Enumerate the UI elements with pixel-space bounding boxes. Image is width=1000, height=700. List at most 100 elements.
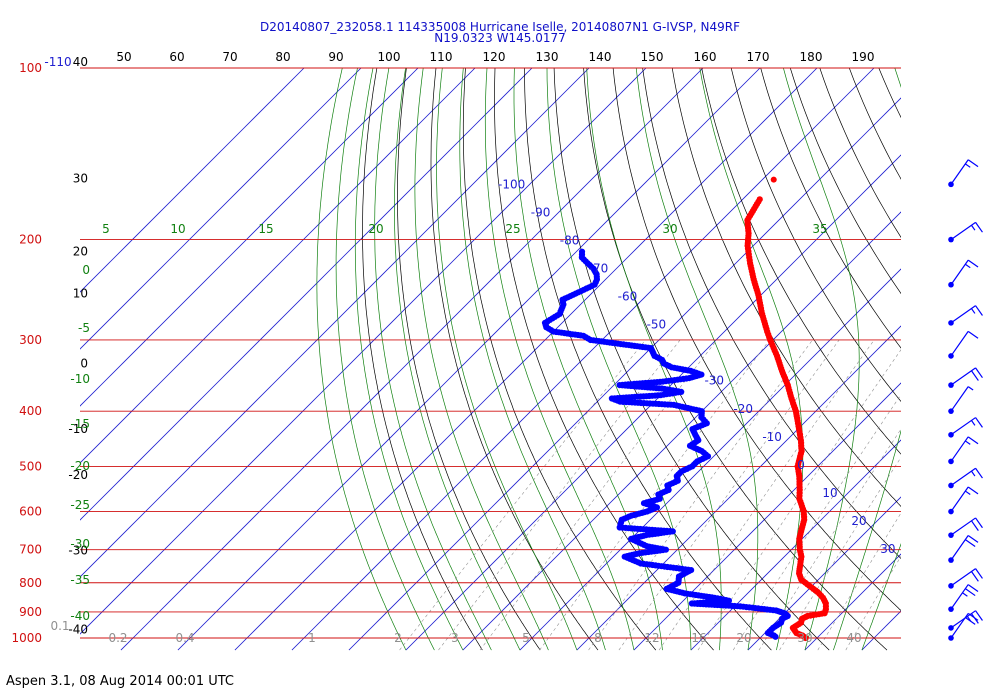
isotherm-line: [177, 68, 761, 651]
isotherm-label: -60: [618, 290, 638, 304]
wind-barb-staff: [950, 584, 969, 610]
moist-adiabat-line: [335, 68, 435, 651]
wind-barb: [948, 517, 983, 538]
isotherm-line: [576, 325, 901, 651]
altitude-label: -10: [68, 422, 88, 436]
moist-adiabat-line: [354, 68, 464, 651]
moist-adiabat-line: [833, 68, 901, 651]
isotherm-label: 20: [851, 514, 866, 528]
isotherm-label: -100: [498, 177, 525, 191]
moist-adiabat-line: [699, 68, 804, 651]
isotherm-line: [80, 68, 590, 578]
wind-barb-flag: [970, 520, 979, 531]
isotherm-line: [80, 68, 362, 350]
temperature-point: [756, 196, 763, 203]
wind-barb-staff: [950, 436, 969, 462]
moist-adiabat-line: [783, 68, 860, 651]
dry-adiabat-line: [553, 68, 830, 651]
mixing-ratio-label: 0.1: [50, 619, 69, 633]
chart-title: D20140807_232058.1 114335008 Hurricane I…: [260, 20, 740, 34]
top-axis-label: 50: [116, 50, 131, 64]
dry-adiabat-line: [819, 68, 901, 239]
footer-info: Aspen 3.1, 08 Aug 2014 00:01 UTC: [6, 674, 234, 689]
isotherm-label: -20: [733, 402, 753, 416]
top-axis-label: 170: [747, 50, 770, 64]
isotherm-line: [919, 55, 1000, 650]
isotherm-label: -90: [531, 205, 551, 219]
moist-adiabat-left-label: -30: [70, 537, 90, 551]
dry-adiabat-line: [730, 68, 901, 403]
moist-adiabat-label: 35: [812, 222, 827, 236]
moist-adiabat-label: 30: [662, 222, 677, 236]
top-axis-label: 80: [275, 50, 290, 64]
top-axis-label: 120: [483, 50, 506, 64]
isotherm-line: [80, 68, 533, 521]
dry-adiabat-line: [524, 68, 772, 651]
top-axis-label: 180: [800, 50, 823, 64]
mixing-ratio-label: 30: [797, 631, 812, 645]
wind-barb: [948, 417, 983, 438]
mixing-ratio-label: 3: [451, 631, 459, 645]
isotherm-label: 10: [822, 486, 837, 500]
dry-adiabat-line: [430, 68, 599, 651]
wind-barb-flag: [967, 486, 979, 495]
mixing-ratio-line: [588, 339, 813, 651]
mixing-ratio-label: 8: [594, 631, 602, 645]
altitude-label: 40: [73, 55, 88, 69]
altitude-label: -20: [68, 468, 88, 482]
moist-adiabat-left-label: -25: [70, 498, 90, 512]
top-axis-label: 140: [589, 50, 612, 64]
wind-barb-flag: [975, 305, 983, 316]
wind-barb-flag: [975, 222, 983, 233]
isotherm-label: 30: [880, 542, 895, 556]
dry-adiabat-line: [789, 68, 901, 295]
isotherm-line: [633, 382, 901, 651]
wind-barb-staff: [950, 568, 976, 587]
moist-adiabat-left-label: -35: [70, 573, 90, 587]
mixing-ratio-label: 40: [846, 631, 861, 645]
wind-barb-flag: [964, 490, 971, 496]
isotherm-line: [234, 68, 818, 651]
wind-barb-flag: [970, 420, 976, 426]
wind-barb: [948, 221, 983, 243]
wind-barb: [948, 330, 979, 359]
top-axis-label: -110: [44, 55, 71, 69]
altitude-label: 30: [73, 171, 88, 185]
mixing-ratio-label: 0.2: [108, 631, 127, 645]
mixing-ratio-line: [697, 349, 901, 651]
moist-adiabat-left-label: 0: [82, 263, 90, 277]
wind-barb-flag: [975, 517, 983, 529]
isotherm-line: [462, 211, 901, 651]
wind-barb-flag: [962, 592, 968, 597]
wind-barb-staff: [950, 159, 969, 185]
pressure-tick-label: 500: [19, 459, 42, 473]
wind-barb-staff: [950, 386, 969, 412]
isotherm-line: [519, 268, 901, 651]
wind-barb: [948, 259, 979, 288]
mixing-ratio-label: 5: [522, 631, 530, 645]
wind-barb-flag: [967, 159, 979, 168]
wind-barb-flag: [970, 370, 979, 381]
pressure-tick-label: 700: [19, 543, 42, 557]
moist-adiabat-left-label: -10: [70, 372, 90, 386]
wind-barb-flag: [964, 539, 976, 547]
top-axis-label: 190: [852, 50, 875, 64]
moist-adiabat-line: [861, 543, 901, 651]
dry-adiabat-line: [397, 68, 541, 651]
mixing-ratio-label: 16: [691, 631, 706, 645]
isobar-lines: [80, 67, 901, 639]
moist-adiabat-line: [394, 68, 521, 651]
wind-barb-staff: [950, 517, 976, 536]
mixing-ratio-line: [438, 339, 681, 651]
wind-barb-flag: [967, 612, 979, 621]
wind-barb-flag: [975, 610, 983, 621]
wind-barb: [948, 436, 979, 465]
sounding-profiles: [541, 176, 830, 642]
isotherm-line: [120, 68, 704, 651]
wind-barb-staff: [950, 367, 976, 386]
wind-barb-flag: [970, 571, 979, 582]
isotherm-label: -80: [560, 233, 580, 247]
dry-adiabat-line: [848, 68, 901, 180]
